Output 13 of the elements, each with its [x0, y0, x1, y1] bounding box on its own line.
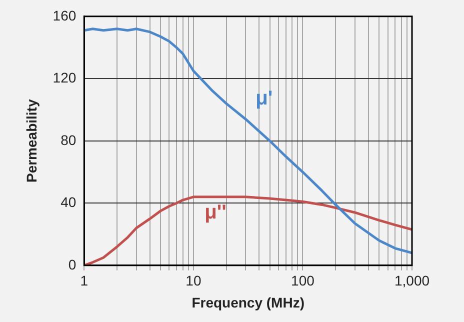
y-axis-title: Permeability [23, 99, 40, 183]
y-tick-label: 0 [68, 256, 76, 272]
x-tick-label: 1,000 [394, 272, 430, 289]
x-tick-label: 100 [291, 272, 315, 289]
series-label: μ'' [204, 201, 226, 224]
x-tick-label: 10 [186, 272, 202, 289]
x-axis-title: Frequency (MHz) [192, 294, 304, 310]
y-tick-label: 120 [52, 70, 76, 86]
series-label: μ' [256, 88, 273, 110]
y-tick-label: 40 [60, 194, 76, 210]
y-tick-label: 160 [52, 7, 76, 24]
x-tick-label: 1 [80, 272, 88, 289]
y-tick-label: 80 [60, 132, 76, 148]
